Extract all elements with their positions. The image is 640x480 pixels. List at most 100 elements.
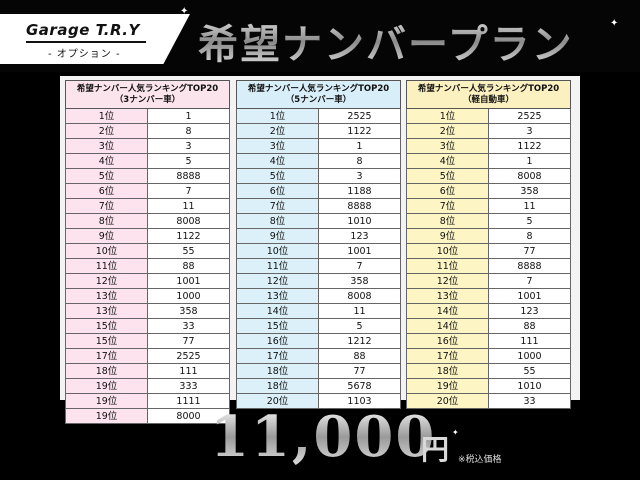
table-row: 18位 55	[406, 363, 571, 379]
number-cell: 1	[488, 153, 571, 169]
table-row: 3位 3	[65, 138, 230, 154]
number-cell: 77	[488, 243, 571, 259]
number-cell: 2525	[318, 108, 401, 124]
rank-cell: 13位	[236, 288, 319, 304]
rank-cell: 17位	[406, 348, 489, 364]
table-row: 14位 123	[406, 303, 571, 319]
number-cell: 7	[318, 258, 401, 274]
number-cell: 333	[147, 378, 230, 394]
sparkle-icon: ✦	[452, 428, 459, 437]
rank-cell: 12位	[406, 273, 489, 289]
number-cell: 8008	[318, 288, 401, 304]
number-cell: 7	[147, 183, 230, 199]
table-row: 9位 8	[406, 228, 571, 244]
rank-cell: 15位	[65, 318, 148, 334]
rank-cell: 11位	[65, 258, 148, 274]
table-row: 4位 8	[236, 153, 401, 169]
rank-cell: 7位	[406, 198, 489, 214]
rank-cell: 19位	[65, 378, 148, 394]
number-cell: 11	[488, 198, 571, 214]
table-row: 18位 111	[65, 363, 230, 379]
table-row: 3位 1	[236, 138, 401, 154]
table-row: 20位 33	[406, 393, 571, 409]
rank-cell: 19位	[65, 393, 148, 409]
rank-cell: 4位	[65, 153, 148, 169]
rank-cell: 20位	[236, 393, 319, 409]
number-cell: 77	[147, 333, 230, 349]
table-row: 6位 358	[406, 183, 571, 199]
rank-cell: 1位	[236, 108, 319, 124]
rank-cell: 17位	[236, 348, 319, 364]
table-header: 希望ナンバー人気ランキングTOP20 （3ナンバー車）	[65, 80, 230, 109]
number-cell: 5	[488, 213, 571, 229]
page-title: 希望ナンバープラン	[198, 12, 628, 68]
table-row: 11位 8888	[406, 258, 571, 274]
rank-cell: 6位	[406, 183, 489, 199]
rank-cell: 18位	[65, 363, 148, 379]
table-row: 8位 1010	[236, 213, 401, 229]
number-cell: 1188	[318, 183, 401, 199]
rank-cell: 5位	[236, 168, 319, 184]
ranking-table-5-number: 希望ナンバー人気ランキングTOP20 （5ナンバー車） 1位 2525 2位 1122 3位…	[236, 80, 401, 409]
number-cell: 1122	[147, 228, 230, 244]
table-row: 13位 1000	[65, 288, 230, 304]
table-row: 19位 8000	[65, 408, 230, 424]
number-cell: 1122	[488, 138, 571, 154]
number-cell: 111	[488, 333, 571, 349]
table-row: 15位 33	[65, 318, 230, 334]
rank-cell: 6位	[236, 183, 319, 199]
rank-cell: 14位	[236, 303, 319, 319]
rank-cell: 12位	[236, 273, 319, 289]
table-row: 1位 1	[65, 108, 230, 124]
rank-cell: 13位	[406, 288, 489, 304]
number-cell: 8	[488, 228, 571, 244]
table-row: 10位 77	[406, 243, 571, 259]
rank-cell: 8位	[236, 213, 319, 229]
table-row: 4位 1	[406, 153, 571, 169]
table-header: 希望ナンバー人気ランキングTOP20 （5ナンバー車）	[236, 80, 401, 109]
table-row: 13位 8008	[236, 288, 401, 304]
rank-cell: 16位	[406, 333, 489, 349]
number-cell: 3	[147, 138, 230, 154]
table-row: 17位 88	[236, 348, 401, 364]
logo-wordmark: Garage T.R.Y	[26, 21, 140, 39]
rank-cell: 7位	[236, 198, 319, 214]
rank-cell: 20位	[406, 393, 489, 409]
rank-cell: 11位	[236, 258, 319, 274]
rank-cell: 3位	[65, 138, 148, 154]
number-cell: 3	[488, 123, 571, 139]
rank-cell: 1位	[65, 108, 148, 124]
table-row: 11位 88	[65, 258, 230, 274]
rank-cell: 19位	[406, 378, 489, 394]
table-row: 5位 8008	[406, 168, 571, 184]
number-cell: 1	[318, 138, 401, 154]
number-cell: 5678	[318, 378, 401, 394]
number-cell: 5	[318, 318, 401, 334]
number-cell: 11	[318, 303, 401, 319]
number-cell: 88	[488, 318, 571, 334]
rank-cell: 2位	[65, 123, 148, 139]
table-row: 1位 2525	[406, 108, 571, 124]
table-row: 11位 7	[236, 258, 401, 274]
table-row: 13位 358	[65, 303, 230, 319]
table-row: 17位 1000	[406, 348, 571, 364]
table-row: 14位 88	[406, 318, 571, 334]
logo-panel	[0, 14, 190, 64]
table-row: 15位 5	[236, 318, 401, 334]
rank-cell: 2位	[406, 123, 489, 139]
table-row: 16位 1212	[236, 333, 401, 349]
table-row: 20位 1103	[236, 393, 401, 409]
table-row: 17位 2525	[65, 348, 230, 364]
rank-cell: 14位	[406, 303, 489, 319]
table-row: 15位 77	[65, 333, 230, 349]
rank-cell: 3位	[236, 138, 319, 154]
number-cell: 7	[488, 273, 571, 289]
number-cell: 1212	[318, 333, 401, 349]
table-row: 6位 1188	[236, 183, 401, 199]
price-amount: 11,000	[210, 404, 437, 470]
rank-cell: 13位	[65, 303, 148, 319]
number-cell: 3	[318, 168, 401, 184]
table-subtitle: （軽自動車）	[462, 94, 514, 105]
table-row: 9位 123	[236, 228, 401, 244]
number-cell: 8000	[147, 408, 230, 424]
